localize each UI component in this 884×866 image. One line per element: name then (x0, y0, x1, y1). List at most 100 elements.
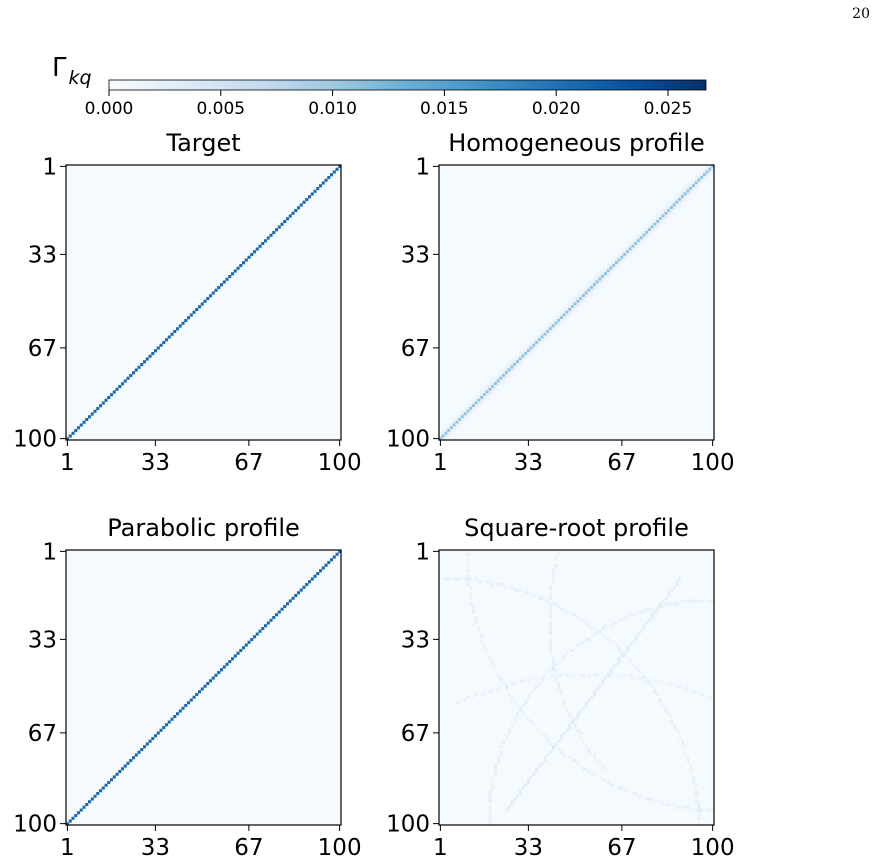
heatmap-cell (593, 277, 597, 281)
heatmap-cell (598, 283, 602, 287)
heatmap-cell (513, 701, 517, 705)
heatmap-cell (689, 184, 693, 188)
heatmap-cell (472, 398, 476, 402)
heatmap-cell (683, 745, 687, 749)
heatmap-cell (532, 594, 536, 598)
heatmap-cell (686, 184, 690, 188)
heatmap-cell (601, 778, 605, 782)
heatmap-cell (543, 332, 547, 336)
heatmap-cell (529, 349, 533, 353)
heatmap-cell (661, 704, 665, 708)
heatmap-cell (700, 170, 704, 174)
heatmap-cell (444, 437, 448, 441)
heatmap-cell (491, 382, 495, 386)
heatmap-cell (711, 698, 715, 702)
heatmap-cell (543, 676, 547, 680)
heatmap-cell (496, 387, 500, 391)
heatmap-cell (250, 638, 254, 642)
heatmap-frame (438, 549, 715, 826)
heatmap-cell (516, 588, 520, 592)
heatmap-cell (439, 429, 443, 433)
heatmap-cell (167, 335, 171, 339)
heatmap-cell (551, 327, 555, 331)
heatmap-cell (667, 217, 671, 221)
heatmap-cell (656, 220, 660, 224)
heatmap-cell (535, 332, 539, 336)
heatmap-cell (551, 748, 555, 752)
heatmap-cell (554, 327, 558, 331)
heatmap-cell (708, 165, 712, 169)
heatmap-cell (535, 343, 539, 347)
heatmap-cell (115, 387, 119, 391)
heatmap-cell (697, 184, 701, 188)
heatmap-cell (452, 426, 456, 430)
heatmap-cell (637, 247, 641, 251)
heatmap-cell (491, 687, 495, 691)
heatmap-cell (631, 247, 635, 251)
heatmap-cell (584, 283, 588, 287)
heatmap-cell (692, 178, 696, 182)
heatmap-cell (472, 401, 476, 405)
heatmap-cell (99, 789, 103, 793)
heatmap-cell (494, 376, 498, 380)
heatmap-cell (485, 396, 489, 400)
heatmap-cell (474, 401, 478, 405)
heatmap-cell (571, 717, 575, 721)
heatmap-cell (620, 250, 624, 254)
heatmap-cell (452, 418, 456, 422)
heatmap-cell (601, 673, 605, 677)
heatmap-cell (593, 283, 597, 287)
heatmap-cell (192, 310, 196, 314)
heatmap-cell (529, 346, 533, 350)
heatmap-cell (692, 192, 696, 196)
heatmap-cell (659, 679, 663, 683)
heatmap-cell (604, 280, 608, 284)
heatmap-cell (469, 401, 473, 405)
heatmap-cell (628, 244, 632, 248)
heatmap-cell (705, 167, 709, 171)
heatmap-cell (642, 627, 646, 631)
heatmap-cell (554, 745, 558, 749)
heatmap-cell (518, 349, 522, 353)
heatmap-cell (628, 250, 632, 254)
heatmap-cell (568, 715, 572, 719)
heatmap-cell (626, 247, 630, 251)
heatmap-cell (461, 409, 465, 413)
heatmap-cell (560, 750, 564, 754)
heatmap-cell (231, 657, 235, 661)
heatmap-cell (521, 709, 525, 713)
heatmap-cell (187, 701, 191, 705)
heatmap-cell (678, 737, 682, 741)
heatmap-cell (670, 588, 674, 592)
heatmap-cell (549, 335, 553, 339)
heatmap-cell (667, 211, 671, 215)
heatmap-cell (705, 173, 709, 177)
heatmap-cell (549, 602, 553, 606)
heatmap-cell (546, 739, 550, 743)
heatmap-cell (705, 176, 709, 180)
heatmap-cell (694, 184, 698, 188)
heatmap-cell (540, 343, 544, 347)
heatmap-cell (598, 272, 602, 276)
heatmap-cell (672, 209, 676, 213)
heatmap-cell (244, 643, 248, 647)
colorbar-tick-label: 0.005 (196, 99, 245, 119)
heatmap-cell (524, 783, 528, 787)
heatmap-cell (507, 360, 511, 364)
heatmap-cell (697, 816, 701, 820)
heatmap-cell (513, 357, 517, 361)
heatmap-cell (485, 580, 489, 584)
heatmap-cell (516, 357, 520, 361)
heatmap-cell (491, 387, 495, 391)
heatmap-cell (466, 552, 470, 556)
heatmap-cell (557, 605, 561, 609)
heatmap-cell (275, 613, 279, 617)
heatmap-cell (491, 393, 495, 397)
heatmap-cell (565, 313, 569, 317)
heatmap-cell (686, 181, 690, 185)
heatmap-cell (694, 599, 698, 603)
heatmap-cell (615, 264, 619, 268)
heatmap-cell (538, 332, 542, 336)
heatmap-cell (582, 294, 586, 298)
heatmap-cell (540, 327, 544, 331)
